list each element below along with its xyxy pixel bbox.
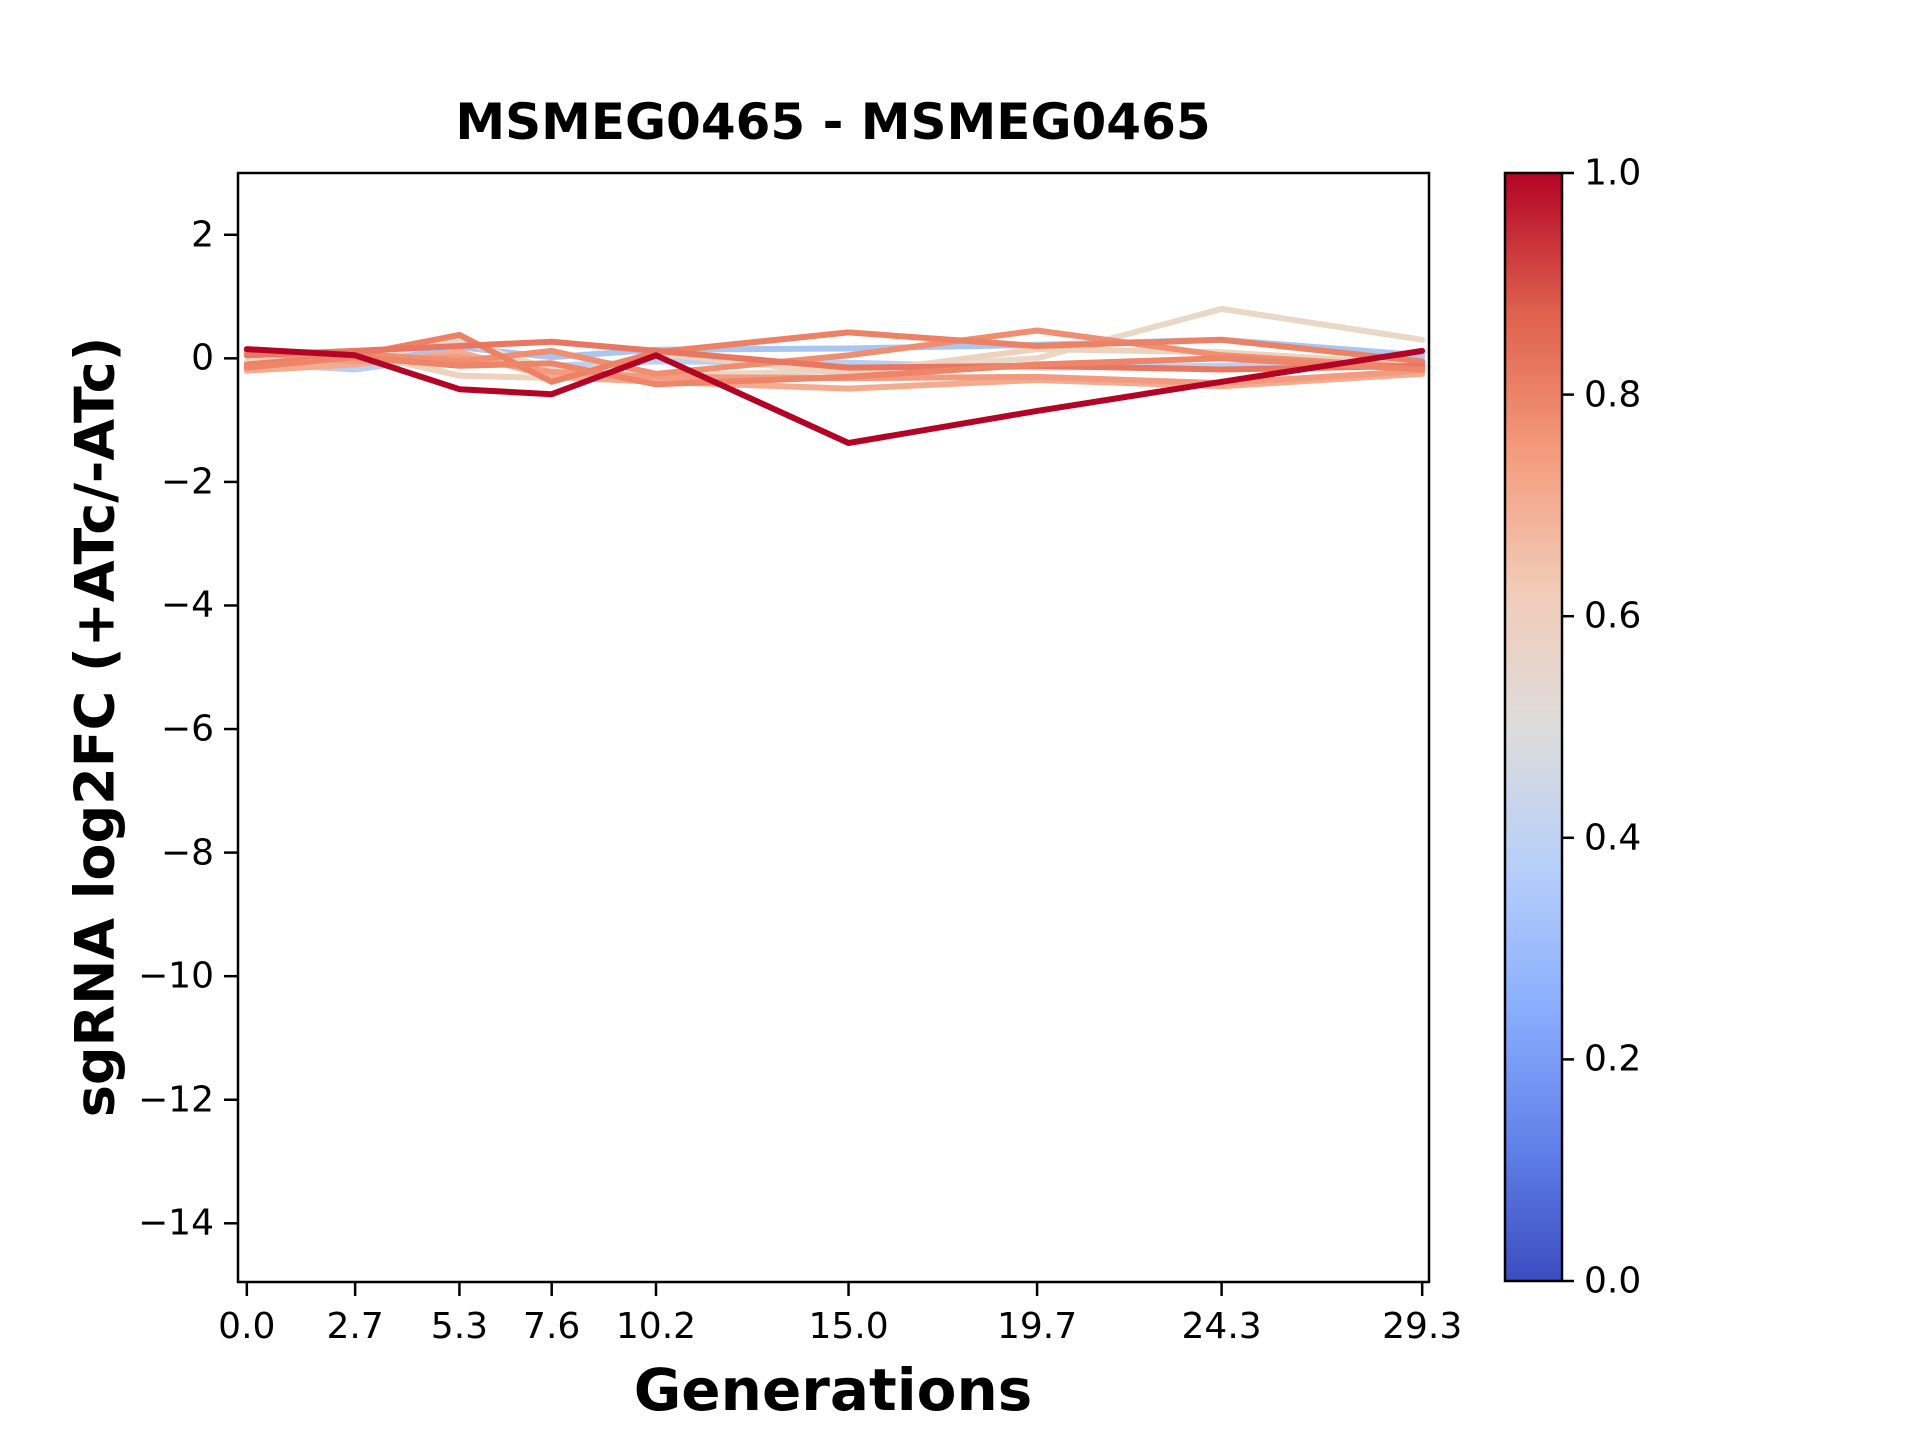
y-tick-label: −10 <box>138 955 214 997</box>
colorbar <box>1503 171 1564 1283</box>
x-tick-label: 15.0 <box>808 1306 889 1347</box>
x-tick-label: 10.2 <box>615 1306 697 1347</box>
x-tick-label: 24.3 <box>1181 1306 1262 1347</box>
colorbar-ticks <box>1562 171 1574 1283</box>
x-tick-label: 7.6 <box>523 1306 581 1347</box>
y-tick-label: −4 <box>160 584 214 626</box>
y-tick-label: 0 <box>191 337 214 379</box>
x-tick-label: 5.3 <box>430 1306 489 1347</box>
colorbar-tick-label: 0.8 <box>1584 374 1642 416</box>
x-axis-ticks <box>245 1282 1424 1296</box>
y-tick-label: −2 <box>160 461 214 503</box>
y-tick-label: 2 <box>191 214 214 256</box>
colorbar-tick-label: 1.0 <box>1584 152 1642 194</box>
x-axis-label: Generations <box>633 1356 1033 1424</box>
x-tick-label: 19.7 <box>997 1306 1078 1347</box>
colorbar-tick-label: 0.2 <box>1584 1038 1642 1080</box>
x-tick-label: 0.0 <box>218 1306 276 1347</box>
colorbar-tick-label: 0.0 <box>1584 1260 1642 1302</box>
y-tick-label: −8 <box>160 832 214 874</box>
sgrna-line-9 <box>243 338 1426 373</box>
y-tick-label: −12 <box>138 1079 214 1121</box>
colorbar-tick-label: 0.4 <box>1584 817 1642 859</box>
sgrna-line-7 <box>243 327 1426 377</box>
colorbar-tick-label: 0.6 <box>1584 595 1642 637</box>
line-series-group <box>243 305 1426 446</box>
sgrna-line-11 <box>243 346 1426 446</box>
y-tick-label: −14 <box>138 1202 214 1244</box>
x-tick-label: 2.7 <box>326 1306 384 1347</box>
chart-title: MSMEG0465 - MSMEG0465 <box>455 93 1211 151</box>
sgrna-line-10 <box>243 354 1426 388</box>
axes-frame <box>236 171 1431 1284</box>
y-tick-label: −6 <box>160 708 214 750</box>
y-axis-ticks <box>224 233 238 1225</box>
x-tick-label: 29.3 <box>1382 1306 1463 1347</box>
